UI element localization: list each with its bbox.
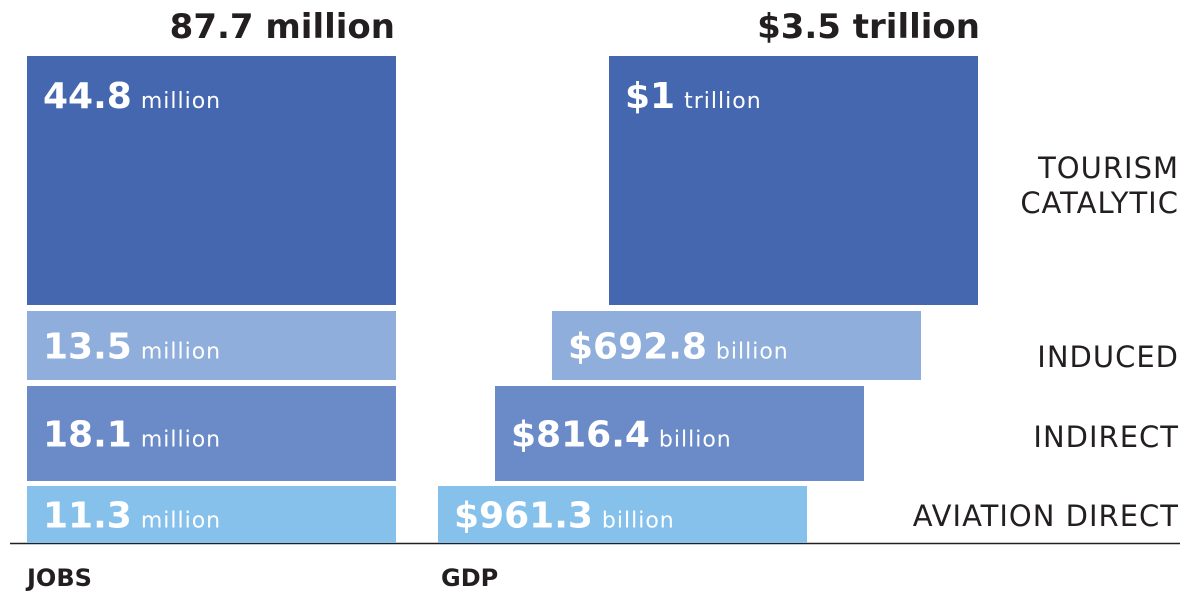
category-label: INDIRECT [1033, 420, 1179, 454]
segment-label: 44.8 million [43, 76, 221, 117]
segment-unit: billion [659, 428, 732, 453]
segment-value: $961.3 [454, 496, 593, 537]
segment-unit: million [141, 340, 221, 365]
category-label: TOURISM [1037, 151, 1179, 185]
segment-unit: trillion [684, 89, 762, 114]
segment-block [552, 311, 921, 380]
segment-block [27, 311, 396, 380]
column-total: 87.7 million [170, 7, 395, 47]
segment-block [27, 486, 396, 543]
segment-value: $816.4 [511, 415, 650, 456]
segment-label: $1 trillion [625, 76, 762, 117]
segment-value: 13.5 [43, 327, 132, 368]
column-label: JOBS [25, 564, 92, 592]
segment-value: 11.3 [43, 496, 132, 537]
segment-unit: million [141, 89, 221, 114]
segment-label: $816.4 billion [511, 415, 732, 456]
segment-block [27, 56, 396, 305]
column-total: $3.5 trillion [757, 7, 980, 47]
category-label: INDUCED [1037, 340, 1179, 374]
segment-unit: billion [716, 340, 789, 365]
segment-block [27, 386, 396, 481]
segment-value: 18.1 [43, 415, 132, 456]
column-label: GDP [441, 564, 498, 592]
segment-unit: billion [602, 509, 675, 534]
segment-unit: million [141, 509, 221, 534]
segment-label: 18.1 million [43, 415, 221, 456]
segment-block [438, 486, 807, 543]
segment-label: $692.8 billion [568, 327, 789, 368]
segment-label: 11.3 million [43, 496, 221, 537]
category-label: CATALYTIC [1020, 186, 1179, 220]
category-label: AVIATION DIRECT [913, 499, 1179, 533]
segment-label: 13.5 million [43, 327, 221, 368]
segment-block [609, 56, 978, 305]
segment-label: $961.3 billion [454, 496, 675, 537]
segment-value: $692.8 [568, 327, 707, 368]
segment-value: 44.8 [43, 76, 132, 117]
segment-value: $1 [625, 76, 675, 117]
segment-block [495, 386, 864, 481]
segment-unit: million [141, 428, 221, 453]
